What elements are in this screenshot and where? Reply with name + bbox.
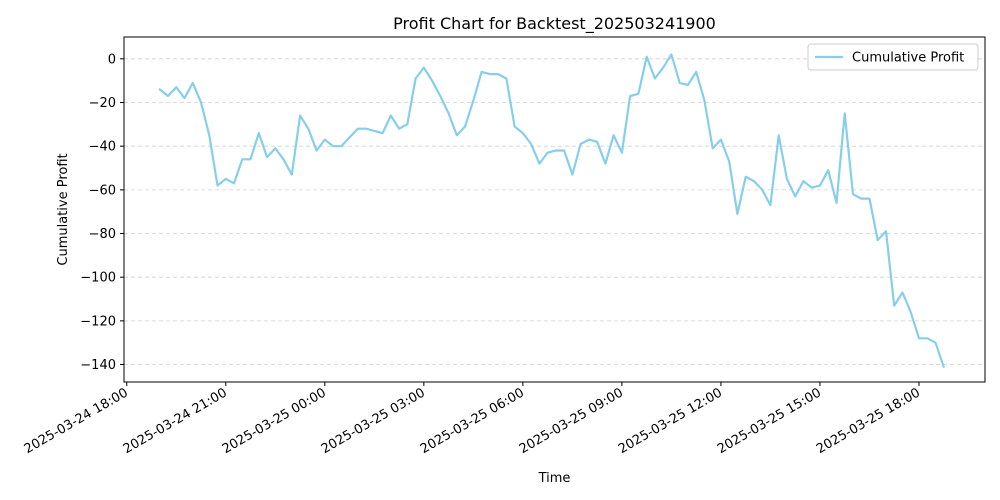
legend-box	[807, 43, 979, 71]
y-axis-title: Cumulative Profit	[56, 153, 71, 265]
plot-frame	[123, 36, 986, 383]
y-tick-label: −100	[80, 271, 116, 286]
grid-lines	[124, 58, 985, 365]
y-tick-label: −80	[89, 227, 116, 242]
y-tick-label: −60	[89, 183, 116, 198]
legend-label: Cumulative Profit	[852, 51, 964, 66]
y-tick-label: −120	[80, 314, 116, 329]
y-tick-label: −40	[89, 140, 116, 155]
y-tick-label: 0	[108, 52, 116, 67]
chart-title: Profit Chart for Backtest_202503241900	[393, 14, 716, 34]
y-tick-label: −20	[89, 96, 116, 111]
series-layer	[158, 53, 945, 368]
series-line	[158, 53, 945, 368]
y-tick-label: −140	[80, 358, 116, 373]
legend: Cumulative Profit	[807, 43, 979, 71]
x-axis-title: Time	[538, 471, 571, 486]
y-axis-ticks: 0 −20 −40 −60 −80 −100 −120 −140	[80, 52, 124, 373]
